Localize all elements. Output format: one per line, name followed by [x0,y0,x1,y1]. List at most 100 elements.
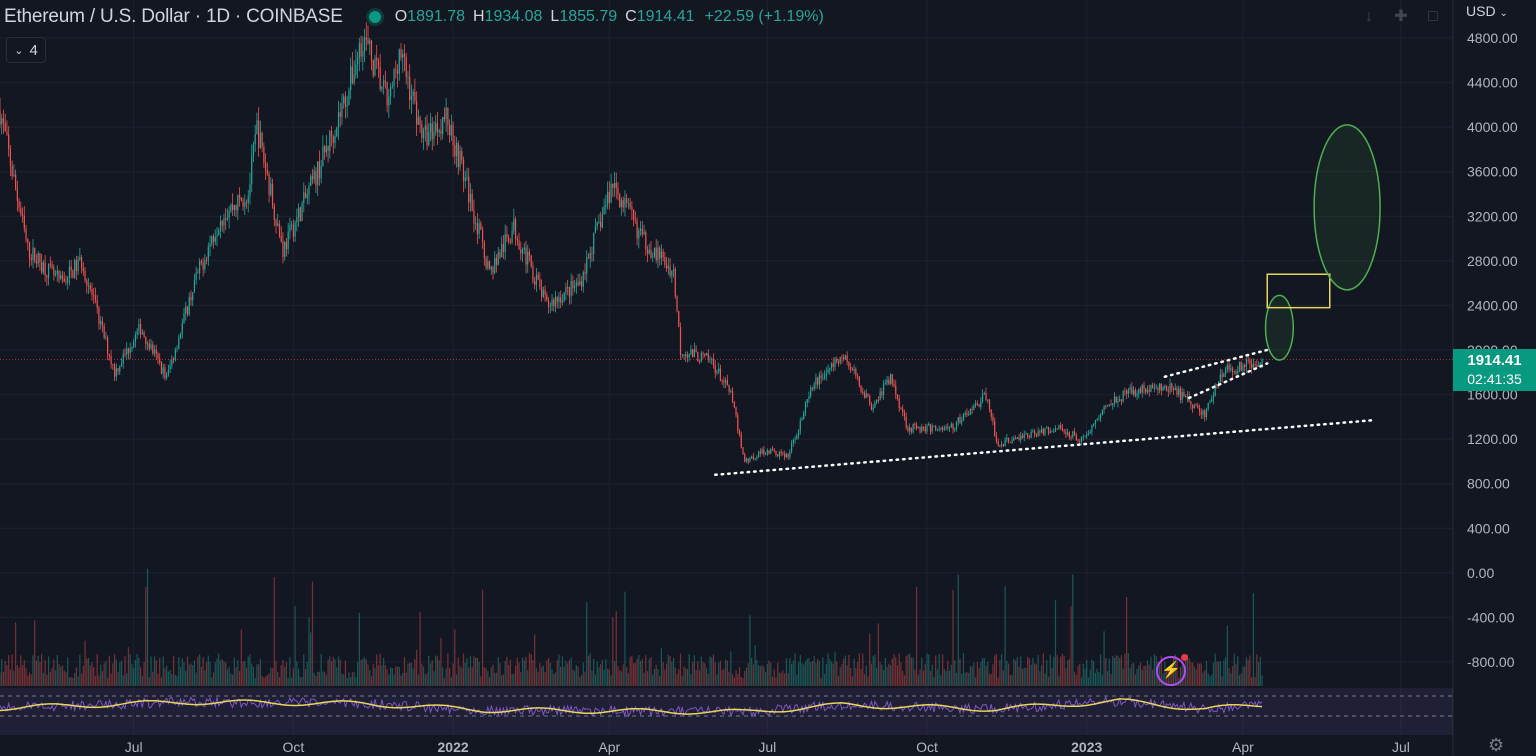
candle-body [648,249,650,254]
last-price: 1914.41 [1467,352,1522,369]
fullscreen-icon[interactable]: ✚ [1394,8,1408,25]
volume-bar [398,666,400,686]
candle-body [509,241,511,243]
volume-bar [660,648,663,686]
volume-bar [405,672,407,686]
volume-bar [1044,673,1046,686]
candle-body [113,364,116,377]
candle-body [1067,432,1069,435]
snapshot-icon[interactable]: □ [1428,8,1438,25]
volume-bar [907,654,909,686]
volume-bar [971,666,973,686]
candle-body [1049,431,1051,434]
volume-bar [730,651,732,686]
candle-body [534,281,536,285]
volume-bar [34,620,36,686]
volume-bar [777,662,779,686]
market-status-dot [368,11,381,23]
price-tick-label: 4000.00 [1467,119,1518,135]
volume-bar [79,654,81,686]
candle-body [192,292,194,301]
target-rectangle[interactable] [1266,273,1331,309]
candle-body [1235,371,1237,374]
volume-bar [735,670,737,686]
symbol-title[interactable]: Ethereum / U.S. Dollar · 1D · COINBASE [4,6,343,27]
volume-bar [256,664,258,686]
volume-bar [785,658,787,686]
volume-bar [1218,661,1220,686]
candle-body [1120,399,1123,402]
volume-bar [268,673,270,686]
volume-bar [468,667,470,686]
gear-icon[interactable]: ⚙ [1488,735,1505,755]
candle-body [653,247,656,257]
time-axis[interactable]: Jul Oct 2022 Apr Jul Oct 2023 Apr Jul [125,739,1410,755]
volume-bar [935,655,937,686]
volume-bar [119,662,121,686]
candle-body [879,391,881,401]
candle-body [79,256,81,260]
volume-bar [70,677,72,686]
trend-line[interactable] [1187,362,1269,400]
volume-bar [452,663,454,686]
candle-body [110,356,112,365]
candle-body [185,306,187,314]
indicators-toggle[interactable]: ⌄ 4 [6,37,46,63]
volume-bar [209,661,211,686]
volume-bar [313,672,315,686]
download-icon[interactable]: ↓ [1365,8,1373,25]
volume-bar [492,664,494,686]
volume-bar [825,663,827,686]
volume-bar [839,666,841,686]
volume-bar [596,661,598,686]
candle-body [1136,393,1138,397]
candle-body [1046,427,1048,429]
candle-body [1211,399,1213,402]
volume-bar [49,671,51,686]
volume-bar [63,670,65,686]
candle-body [549,306,551,307]
target-ellipse[interactable] [1313,124,1381,291]
volume-bar [827,653,829,686]
volume-bar [612,617,614,686]
drawing-annotations[interactable] [713,124,1381,477]
volume-bar [412,668,414,686]
trend-line[interactable] [1163,348,1269,378]
trend-line[interactable] [713,418,1375,477]
volume-bar [91,662,93,686]
candle-body [297,207,300,218]
candle-body [179,333,182,338]
candle-body [1216,384,1218,387]
volume-bar [162,656,164,686]
volume-bar [1153,654,1156,686]
candle-body [301,202,303,221]
candle-body [1245,359,1248,368]
volume-bar [796,674,798,686]
target-ellipse[interactable] [1264,294,1295,361]
candle-body [995,436,998,442]
volume-bar [709,656,711,686]
candle-body [395,69,397,71]
candle-body [1098,418,1100,419]
volume-bar [447,653,449,686]
chart-grid [0,0,1453,735]
lightning-icon[interactable]: ⚡ [1156,654,1188,686]
volume-bar [232,674,234,686]
volume-bar [810,662,812,686]
candle-body [176,348,178,350]
volume-bar [843,658,845,686]
candle-body [39,253,41,263]
volume-bar [219,660,222,686]
candle-body [619,194,621,208]
candle-body [438,130,440,133]
volume-bar [1230,673,1232,686]
volume-bar [431,660,433,686]
candle-body [898,398,900,409]
volume-bar [383,657,385,686]
price-tick-label: -400.00 [1467,609,1515,625]
volume-bar [442,667,444,686]
candle-body [539,279,541,287]
currency-selector[interactable]: USD ⌄ [1466,3,1508,19]
volume-bar [976,662,978,686]
